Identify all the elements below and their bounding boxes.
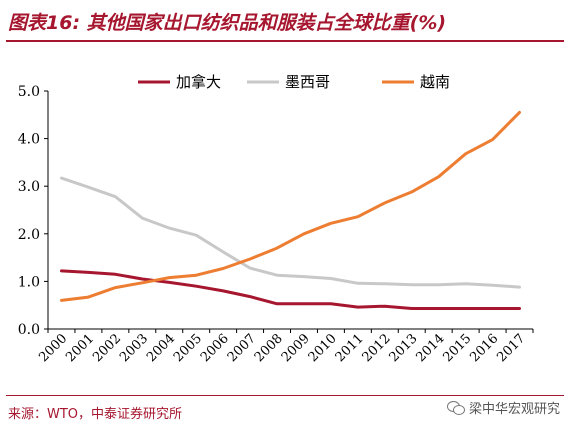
y-tick-label: 1.0 xyxy=(18,274,40,290)
series-line-0 xyxy=(60,269,521,310)
legend-label-1: 墨西哥 xyxy=(285,73,330,91)
y-tick-label: 5.0 xyxy=(18,84,40,100)
legend-label-2: 越南 xyxy=(420,73,450,91)
x-tick-label: 2000 xyxy=(36,331,70,365)
y-tick-label: 2.0 xyxy=(18,227,40,243)
x-tick-label: 2008 xyxy=(252,331,286,365)
y-tick-label: 4.0 xyxy=(18,132,40,148)
wechat-icon xyxy=(446,400,465,415)
source-note: 来源：WTO，中泰证券研究所 xyxy=(8,407,183,422)
x-tick-label: 2004 xyxy=(144,331,178,365)
x-tick-label: 2014 xyxy=(414,331,448,365)
x-tick-label: 2009 xyxy=(279,331,313,365)
title-divider xyxy=(6,40,564,42)
watermark: 梁中华宏观研究 xyxy=(446,398,560,417)
x-tick-label: 2012 xyxy=(360,331,394,365)
x-tick-label: 2006 xyxy=(198,331,232,365)
x-tick-label: 2001 xyxy=(63,331,97,365)
y-tick-label: 3.0 xyxy=(18,179,40,195)
x-tick-label: 2016 xyxy=(467,331,501,365)
source-divider xyxy=(6,395,564,396)
series-line-1 xyxy=(60,176,521,289)
y-tick-label: 0.0 xyxy=(18,322,40,338)
watermark-text: 梁中华宏观研究 xyxy=(468,402,560,417)
x-tick-label: 2002 xyxy=(90,331,124,365)
x-tick-label: 2017 xyxy=(494,331,528,365)
x-tick-label: 2015 xyxy=(440,331,474,365)
legend-label-0: 加拿大 xyxy=(176,73,221,91)
x-tick-label: 2010 xyxy=(306,331,340,365)
x-tick-label: 2011 xyxy=(333,331,367,365)
x-tick-label: 2013 xyxy=(387,331,421,365)
x-tick-label: 2007 xyxy=(225,331,259,365)
series-line-2 xyxy=(60,110,521,302)
x-tick-label: 2005 xyxy=(171,331,205,365)
x-tick-label: 2003 xyxy=(117,331,151,365)
line-chart: 0.01.02.03.04.05.02000200120022003200420… xyxy=(18,73,534,365)
figure-title: 图表16: 其他国家出口纺织品和服装占全球比重(%) xyxy=(8,12,447,34)
